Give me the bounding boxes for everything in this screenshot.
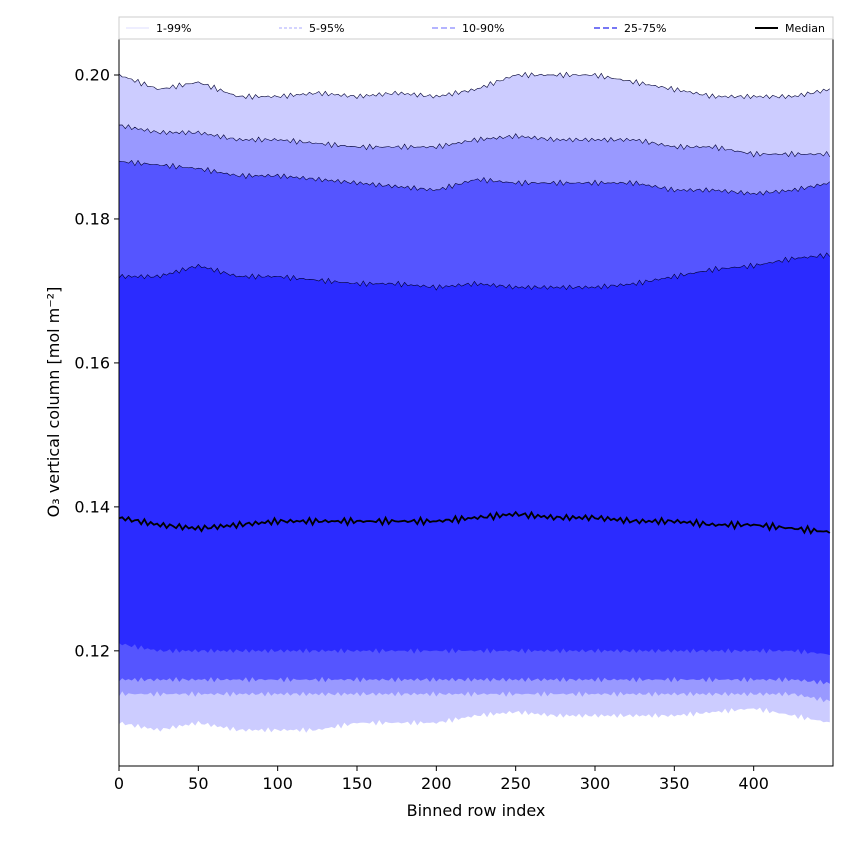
legend-label-1-99%: 1-99%	[156, 22, 191, 35]
y-tick-label: 0.12	[74, 641, 110, 660]
band-upper-edge-10-90%	[118, 159, 830, 196]
x-tick-label: 0	[114, 774, 124, 793]
median-layer	[118, 510, 831, 535]
x-tick-label: 400	[738, 774, 769, 793]
median-line	[118, 510, 831, 535]
x-tick-label: 250	[500, 774, 531, 793]
legend: 1-99% 5-95% 10-90% 25-75% Median	[118, 16, 834, 40]
x-tick-label: 100	[262, 774, 293, 793]
x-tick-label: 200	[421, 774, 452, 793]
y-axis: 0.12 0.14 0.16 0.18 0.20	[74, 65, 119, 660]
y-tick-label: 0.20	[74, 65, 110, 84]
y-tick-label: 0.18	[74, 209, 110, 228]
band-upper-edge-1-99%	[118, 71, 830, 100]
legend-label-5-95%: 5-95%	[309, 22, 344, 35]
band-upper-edge-25-75%	[118, 252, 831, 291]
x-tick-label: 150	[342, 774, 373, 793]
y-tick-label: 0.14	[74, 497, 110, 516]
band-25-75%	[119, 252, 830, 656]
x-axis: 0 50 100 150 200 250 300 350 400	[114, 766, 769, 793]
band-upper-edge-5-95%	[118, 124, 831, 158]
y-axis-label: O₃ vertical column [mol m⁻²]	[44, 287, 63, 518]
x-tick-label: 50	[188, 774, 208, 793]
x-tick-label: 300	[580, 774, 611, 793]
legend-label-25-75%: 25-75%	[624, 22, 666, 35]
legend-label-10-90%: 10-90%	[462, 22, 504, 35]
percentile-bands	[118, 71, 831, 733]
y-tick-label: 0.16	[74, 353, 110, 372]
x-tick-label: 350	[659, 774, 690, 793]
x-axis-label: Binned row index	[407, 801, 546, 820]
legend-frame	[118, 16, 834, 40]
legend-label-Median: Median	[785, 22, 825, 35]
